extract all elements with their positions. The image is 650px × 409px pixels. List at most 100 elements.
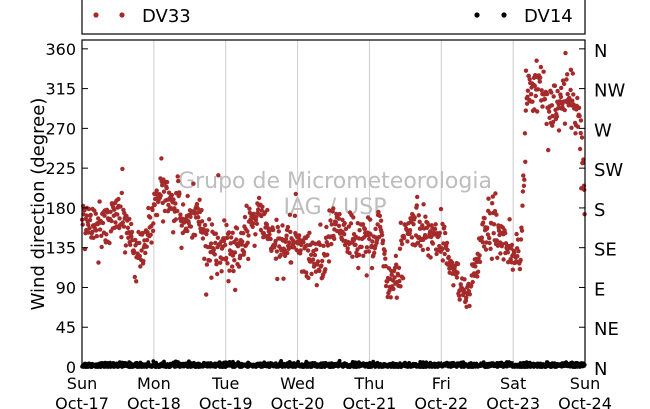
point-dv33 — [285, 250, 290, 256]
point-dv33 — [315, 259, 321, 264]
y-tick-label: 180 — [45, 199, 76, 218]
point-dv33 — [204, 262, 210, 267]
point-dv33 — [480, 220, 486, 225]
point-dv33 — [323, 267, 328, 272]
point-dv33 — [228, 241, 233, 246]
point-dv33 — [580, 160, 585, 166]
point-dv33 — [260, 204, 265, 209]
point-dv33 — [254, 221, 260, 226]
point-dv33 — [527, 77, 532, 82]
point-dv33 — [138, 264, 143, 269]
point-dv33 — [231, 268, 236, 274]
point-dv33 — [475, 269, 481, 274]
point-dv33 — [245, 229, 250, 234]
point-dv33 — [491, 222, 497, 227]
point-dv33 — [265, 207, 270, 213]
point-dv33 — [179, 245, 184, 250]
point-dv33 — [522, 131, 528, 136]
point-dv33 — [160, 219, 166, 224]
point-dv33 — [498, 251, 503, 256]
point-dv33 — [544, 121, 549, 127]
y-tick-label-right: SE — [594, 240, 617, 261]
point-dv33 — [102, 213, 107, 218]
point-dv33 — [204, 292, 209, 297]
point-dv33 — [134, 279, 139, 284]
point-dv33 — [212, 252, 217, 257]
point-dv33 — [116, 196, 121, 202]
point-dv33 — [137, 240, 142, 246]
point-dv33 — [560, 78, 566, 83]
point-dv33 — [533, 93, 538, 99]
point-dv33 — [240, 239, 245, 244]
point-dv33 — [387, 288, 392, 293]
point-dv33 — [517, 266, 523, 272]
point-dv33 — [495, 255, 500, 260]
x-tick-day: Thu — [353, 374, 384, 393]
point-dv33 — [420, 247, 426, 253]
point-dv33 — [293, 191, 298, 197]
point-dv33 — [234, 226, 240, 231]
point-dv33 — [443, 230, 448, 236]
point-dv33 — [558, 94, 564, 100]
point-dv33 — [385, 279, 390, 284]
point-dv33 — [532, 83, 537, 89]
point-dv33 — [185, 193, 190, 199]
point-dv33 — [523, 159, 528, 164]
point-dv33 — [490, 201, 495, 206]
point-dv33 — [129, 229, 135, 235]
point-dv33 — [164, 185, 169, 191]
point-dv33 — [501, 257, 506, 262]
watermark-line-1: Grupo de Micrometeorologia — [178, 169, 492, 194]
point-dv33 — [131, 249, 137, 254]
point-dv33 — [336, 223, 342, 228]
point-dv33 — [488, 246, 493, 251]
point-dv33 — [158, 193, 163, 198]
point-dv33 — [492, 209, 498, 214]
point-dv33 — [454, 275, 460, 280]
point-dv33 — [328, 218, 333, 223]
point-dv33 — [274, 249, 280, 254]
point-dv33 — [577, 146, 583, 152]
x-tick-date: Oct-17 — [55, 394, 109, 409]
point-dv33 — [464, 295, 469, 300]
x-tick-date: Oct-22 — [414, 394, 468, 409]
point-dv33 — [423, 214, 428, 219]
point-dv33 — [577, 113, 582, 119]
point-dv33 — [377, 213, 383, 218]
point-dv33 — [250, 221, 256, 226]
point-dv33 — [524, 101, 530, 106]
legend-label-dv33: DV33 — [142, 6, 191, 27]
point-dv33 — [394, 262, 399, 267]
point-dv33 — [418, 243, 423, 248]
point-dv33 — [113, 220, 118, 225]
point-dv33 — [356, 265, 361, 271]
point-dv33 — [383, 283, 389, 289]
point-dv33 — [250, 224, 255, 229]
point-dv33 — [561, 81, 567, 87]
point-dv33 — [125, 225, 131, 230]
point-dv33 — [571, 92, 576, 97]
point-dv33 — [528, 92, 534, 97]
point-dv33 — [525, 94, 530, 100]
point-dv33 — [233, 287, 238, 293]
point-dv33 — [373, 226, 378, 232]
data-points — [80, 50, 587, 369]
y-tick-label-right: NW — [594, 81, 625, 102]
point-dv33 — [483, 247, 489, 252]
y-tick-label-right: E — [594, 279, 605, 300]
point-dv33 — [202, 222, 208, 228]
point-dv33 — [312, 252, 318, 258]
point-dv33 — [196, 215, 201, 220]
point-dv33 — [241, 231, 246, 236]
point-dv33 — [525, 88, 531, 93]
x-tick-date: Oct-24 — [558, 394, 612, 409]
y-tick-label: 270 — [45, 119, 76, 138]
point-dv33 — [550, 113, 555, 119]
point-dv33 — [256, 195, 262, 201]
point-dv33 — [388, 295, 393, 300]
point-dv33 — [538, 75, 543, 80]
point-dv33 — [324, 224, 329, 230]
point-dv33 — [554, 114, 560, 119]
point-dv33 — [205, 228, 210, 233]
y-tick-label: 90 — [56, 278, 76, 297]
